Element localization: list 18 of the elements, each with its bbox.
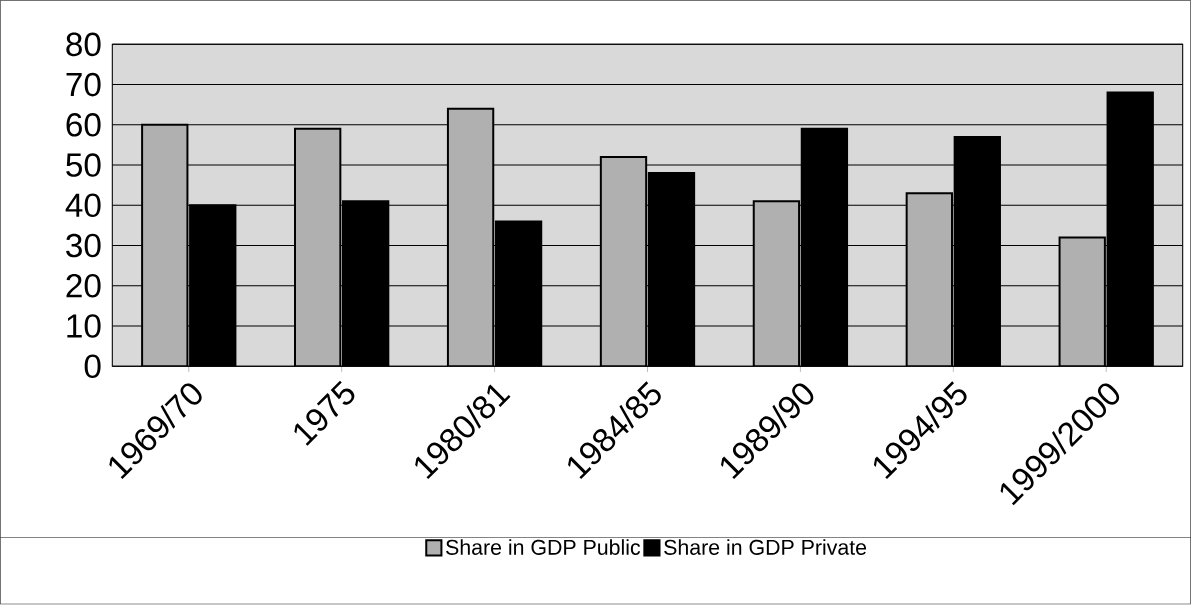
bar [753,201,800,367]
y-tick-label: 10 [67,314,101,339]
y-tick-label: 60 [66,113,101,137]
y-tick-label: 20 [66,274,101,298]
y-tick-label: 40 [65,193,101,218]
y-tick-label: 0 [84,354,101,379]
y-tick-label: 50 [66,153,101,178]
y-tick-label: 70 [66,73,101,97]
bar [1058,236,1106,367]
legend-label: Share in GDP Public [446,539,641,556]
bar [142,125,188,367]
y-tick-label: 30 [66,233,101,258]
bar [447,108,494,367]
legend-label: Share in GDP Private [664,539,867,556]
y-tick-label: 80 [66,32,101,57]
bar [906,193,952,367]
bar [295,129,341,367]
bar [600,157,647,367]
